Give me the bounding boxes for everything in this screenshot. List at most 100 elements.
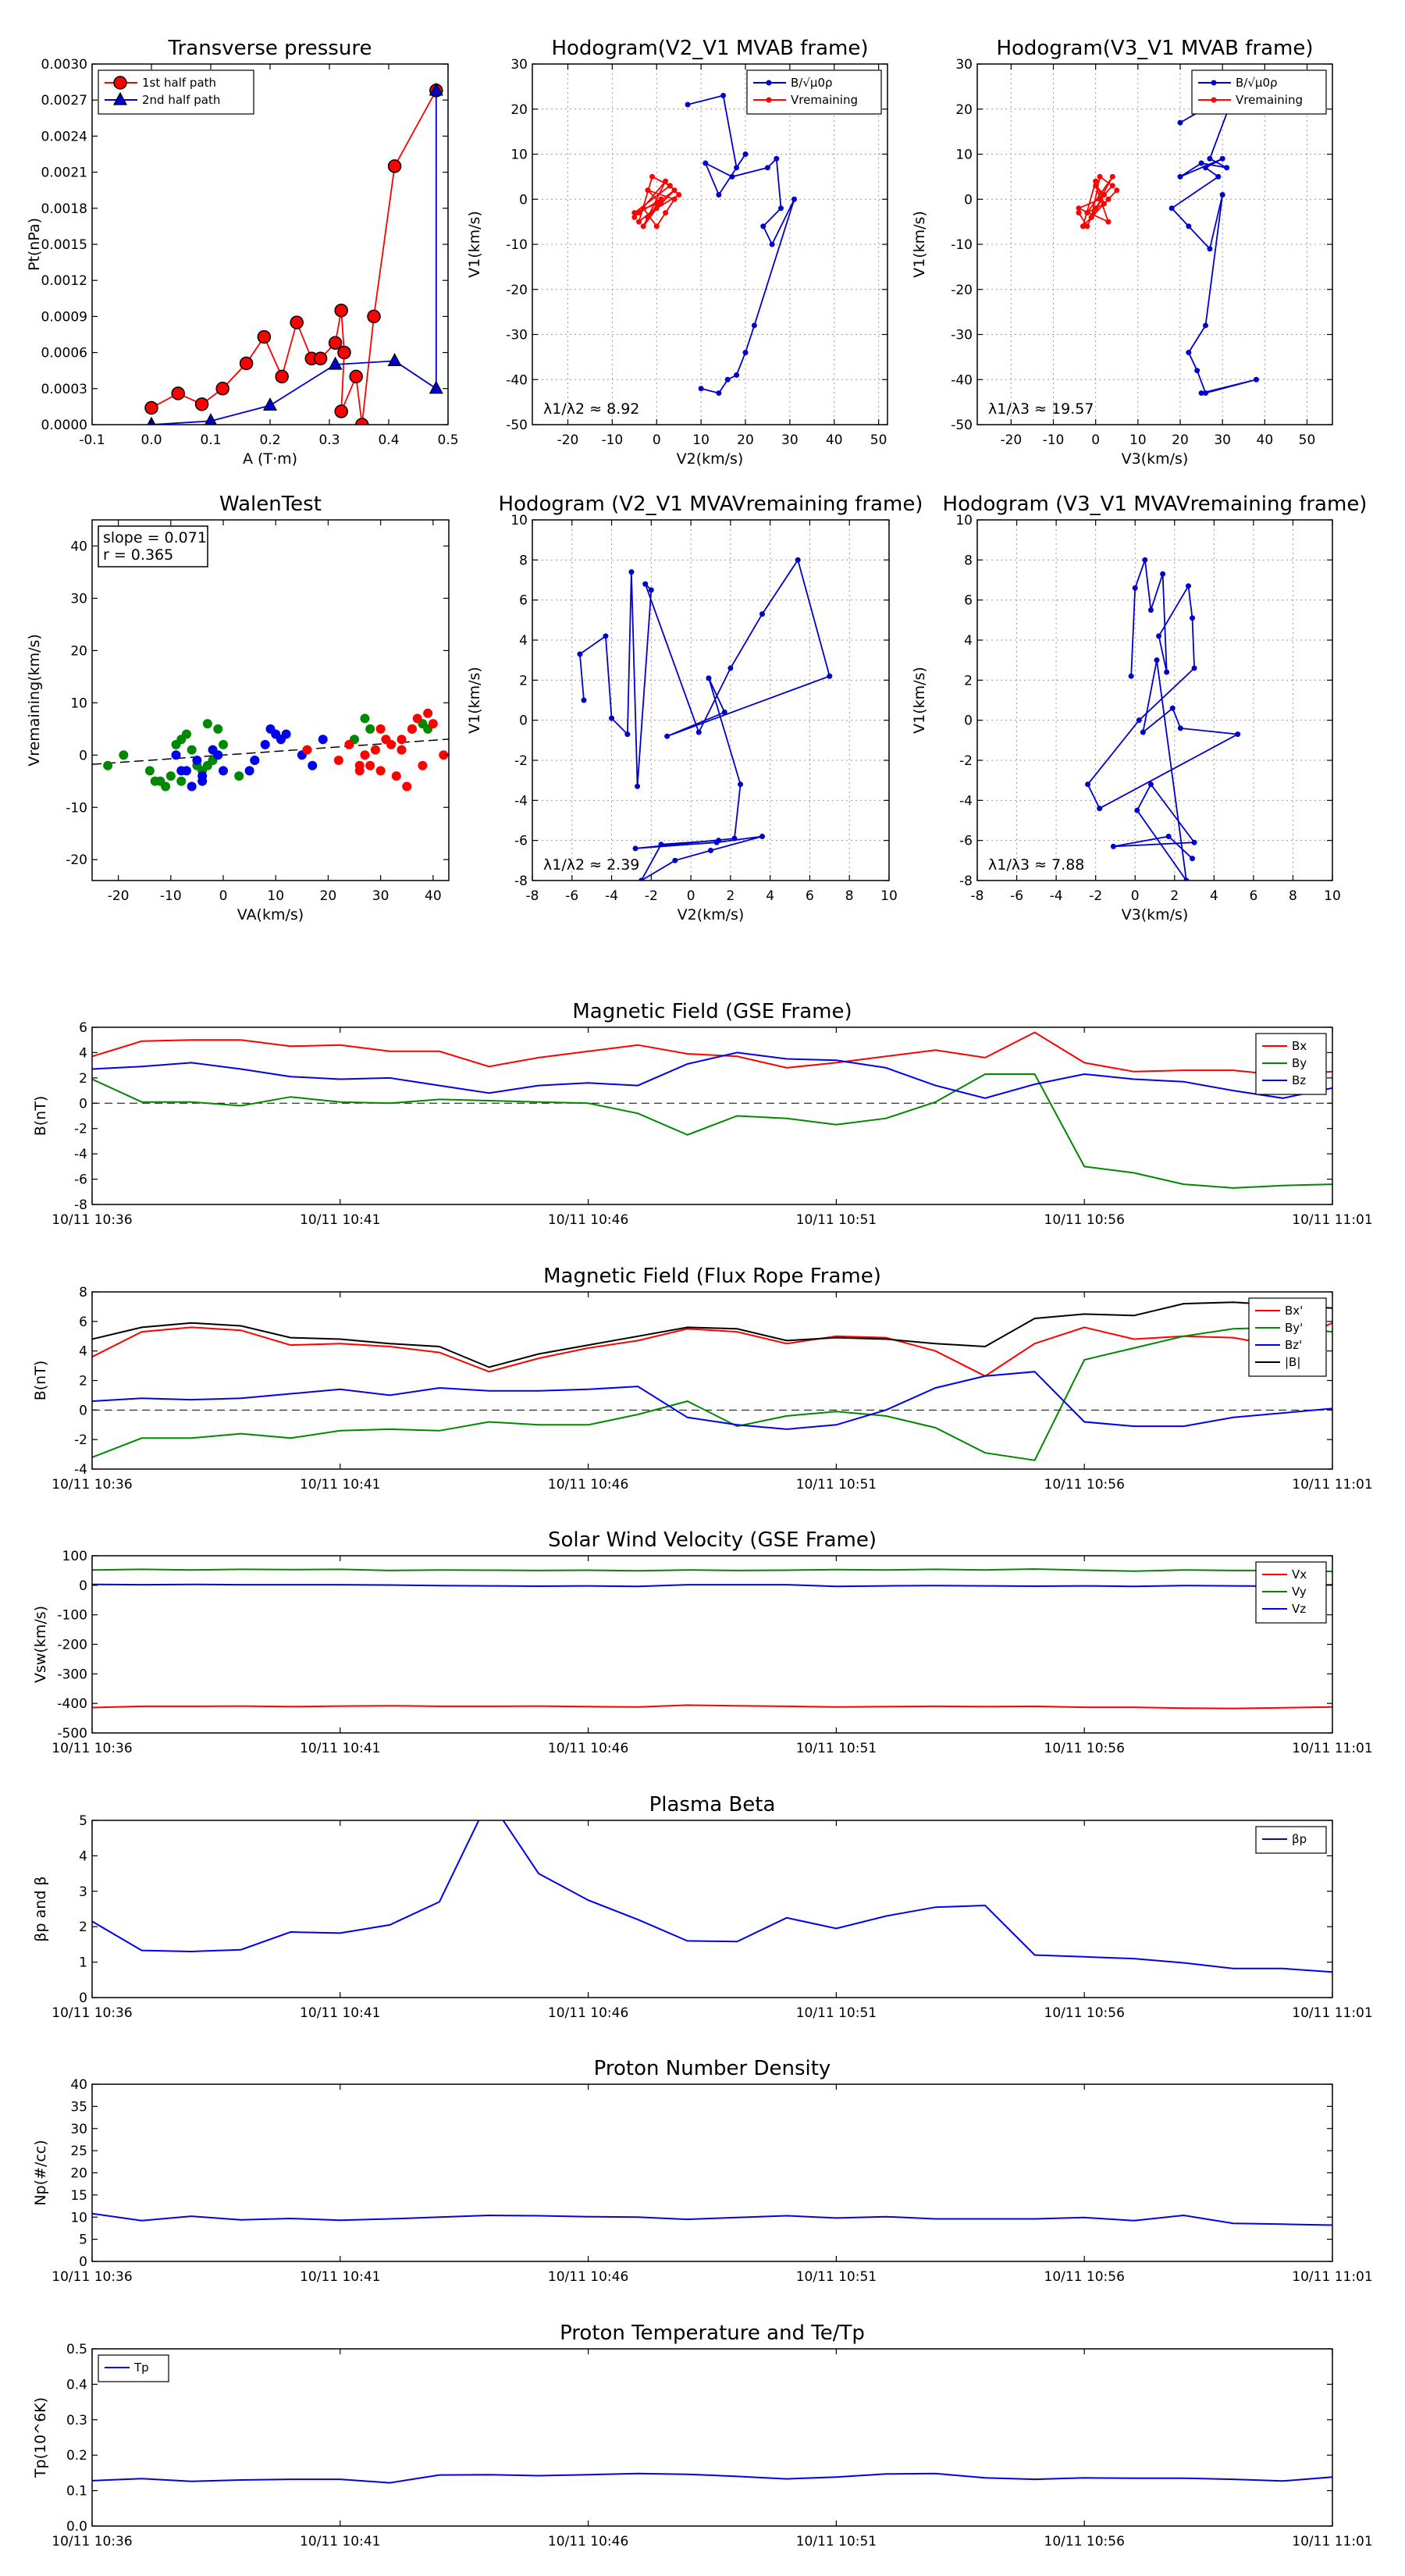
data-point xyxy=(365,760,375,770)
x-axis-label: A (T·m) xyxy=(243,450,297,468)
data-point xyxy=(1110,843,1116,849)
x-tick-label: 30 xyxy=(372,888,389,904)
data-point xyxy=(1177,119,1183,126)
legend-label: Bx xyxy=(1292,1039,1307,1053)
y-tick-label: 4 xyxy=(79,1045,87,1061)
data-point xyxy=(774,155,780,162)
data-point xyxy=(144,400,158,415)
x-tick-label: 10/11 10:56 xyxy=(1044,2534,1125,2549)
series-line xyxy=(687,94,795,394)
x-tick-label: 10/11 10:51 xyxy=(796,2269,877,2285)
data-point xyxy=(1140,729,1146,735)
data-point xyxy=(628,569,635,575)
data-point xyxy=(698,386,704,392)
data-point xyxy=(1198,160,1204,166)
y-tick-label: 0.0030 xyxy=(41,57,87,73)
data-point xyxy=(716,838,722,844)
series-line xyxy=(92,1301,1332,1368)
y-axis-label: V1(km/s) xyxy=(911,667,928,734)
data-point xyxy=(769,241,775,247)
data-point xyxy=(194,397,209,411)
y-tick-label: 10 xyxy=(70,696,87,711)
data-point xyxy=(1165,834,1172,840)
legend-label: By xyxy=(1292,1056,1307,1070)
legend-label: βp xyxy=(1292,1832,1307,1846)
x-axis-label: V2(km/s) xyxy=(677,450,744,468)
y-tick-label: 40 xyxy=(70,2077,87,2093)
data-point xyxy=(354,760,365,770)
y-tick-label: -30 xyxy=(951,328,973,343)
y-tick-label: 10 xyxy=(510,148,528,163)
data-point xyxy=(355,418,369,425)
y-tick-label: 25 xyxy=(70,2144,87,2159)
data-point xyxy=(407,724,417,734)
y-tick-label: 2 xyxy=(79,1920,87,1935)
series-line xyxy=(92,1583,1332,1588)
axes-frame xyxy=(91,63,449,425)
data-point xyxy=(171,750,181,760)
y-tick-label: 0.0015 xyxy=(41,237,87,253)
y-tick-label: -4 xyxy=(74,1462,87,1478)
x-tick-label: -20 xyxy=(108,888,130,904)
y-tick-label: -10 xyxy=(951,237,973,253)
y-tick-label: 30 xyxy=(510,57,528,73)
data-point xyxy=(706,675,712,681)
y-tick-label: 5 xyxy=(79,1813,87,1829)
legend-label: Bx' xyxy=(1285,1304,1303,1318)
y-tick-label: 2 xyxy=(519,673,528,688)
axes-frame xyxy=(91,2348,1333,2527)
x-tick-label: 40 xyxy=(826,432,843,448)
data-point xyxy=(1105,219,1112,225)
x-tick-label: 10/11 11:01 xyxy=(1292,2534,1372,2549)
x-tick-label: 0.2 xyxy=(259,432,280,448)
x-tick-label: 10/11 10:56 xyxy=(1044,1212,1125,1228)
x-tick-label: 10 xyxy=(267,888,284,904)
data-point xyxy=(631,214,638,220)
x-tick-label: 10/11 10:46 xyxy=(548,2005,628,2021)
data-point xyxy=(281,729,291,739)
data-point xyxy=(658,841,664,848)
data-point xyxy=(1109,173,1115,180)
x-tick-label: 0.1 xyxy=(200,432,221,448)
data-point xyxy=(1194,368,1200,374)
data-point xyxy=(1164,669,1170,675)
data-point xyxy=(751,322,757,329)
plot-area xyxy=(92,2472,1332,2484)
y-tick-label: 0 xyxy=(79,1096,87,1112)
data-point xyxy=(827,673,833,679)
data-point xyxy=(1156,633,1162,639)
data-point xyxy=(720,92,727,98)
data-point xyxy=(724,376,731,382)
data-point xyxy=(144,766,155,776)
x-tick-label: 6 xyxy=(806,888,814,904)
data-point xyxy=(663,178,669,184)
x-tick-label: 10/11 11:01 xyxy=(1292,1477,1372,1493)
data-point xyxy=(1084,210,1090,216)
x-tick-label: 10/11 10:51 xyxy=(796,2005,877,2021)
y-tick-label: 0 xyxy=(79,1403,87,1418)
x-tick-label: 10/11 11:01 xyxy=(1292,1212,1372,1228)
x-tick-label: 10/11 11:01 xyxy=(1292,2269,1372,2285)
x-tick-label: 20 xyxy=(737,432,754,448)
data-point xyxy=(581,697,587,703)
data-point xyxy=(119,750,129,760)
data-point xyxy=(1128,673,1134,679)
x-tick-label: 10/11 10:56 xyxy=(1044,1741,1125,1756)
data-point xyxy=(349,369,363,384)
chart-title: Magnetic Field (GSE Frame) xyxy=(572,1000,852,1023)
y-tick-label: 40 xyxy=(70,539,87,554)
plot-area xyxy=(92,2212,1332,2226)
series-line xyxy=(151,90,437,425)
data-point xyxy=(418,760,428,770)
annotation: λ1/λ2 ≈ 2.39 xyxy=(543,856,639,873)
x-tick-label: 10/11 10:51 xyxy=(796,1741,877,1756)
x-tick-label: 10/11 10:36 xyxy=(52,2269,132,2285)
y-tick-label: 0.0021 xyxy=(41,165,87,181)
y-tick-label: 10 xyxy=(70,2210,87,2226)
y-tick-label: 35 xyxy=(70,2099,87,2115)
data-point xyxy=(308,760,318,770)
chart-walen: -20 -10 0 10 20 30 40 -20 -10 0 10 20 30 40 WalenTest V… xyxy=(26,493,450,923)
data-point xyxy=(663,210,669,216)
